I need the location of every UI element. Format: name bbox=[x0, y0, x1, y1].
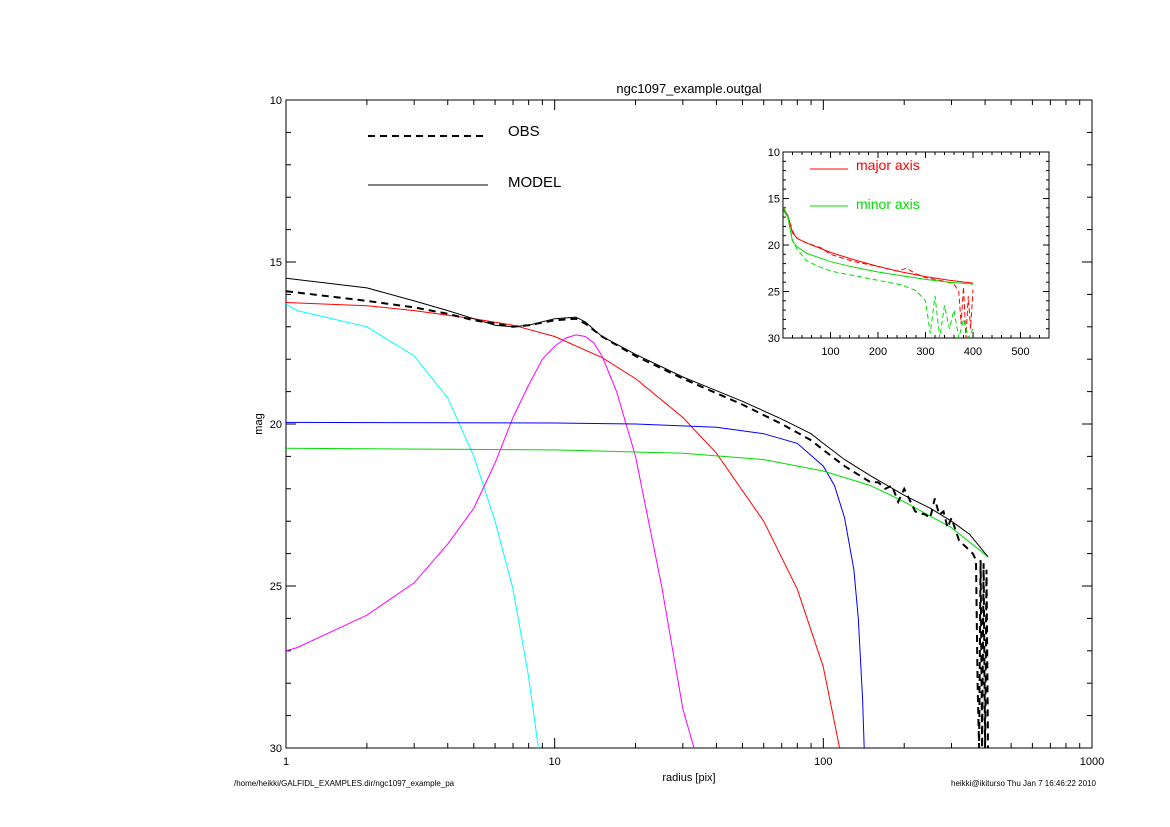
obs-series-line bbox=[286, 290, 989, 748]
inset-y-tick-label: 20 bbox=[768, 240, 780, 252]
inset-series-line-2 bbox=[783, 207, 974, 338]
inset-x-tick-label: 400 bbox=[964, 346, 982, 358]
x-tick-label: 100 bbox=[814, 756, 832, 768]
inset-y-tick-label: 25 bbox=[768, 287, 780, 299]
inset-y-tick-label: 10 bbox=[768, 147, 780, 159]
y-tick-label: 10 bbox=[270, 95, 282, 107]
footer-filepath: /home/heikki/GALFIDL_EXAMPLES.dir/ngc109… bbox=[234, 779, 455, 788]
y-axis-label: mag bbox=[253, 413, 265, 434]
inset-x-tick-label: 500 bbox=[1011, 346, 1029, 358]
inset-series-line-1 bbox=[783, 209, 974, 284]
y-tick-label: 20 bbox=[270, 419, 282, 431]
inset-plot-frame bbox=[782, 151, 1050, 339]
x-axis-label: radius [pix] bbox=[662, 772, 715, 784]
inset-legend-minor-label: minor axis bbox=[856, 196, 920, 212]
legend-obs-label: OBS bbox=[508, 123, 540, 140]
model-series-line bbox=[286, 277, 989, 558]
y-tick-label: 15 bbox=[270, 257, 282, 269]
x-tick-label: 1000 bbox=[1080, 756, 1104, 768]
inset-x-tick-label: 300 bbox=[916, 346, 934, 358]
inset-series-line-3 bbox=[783, 210, 974, 285]
inset-x-tick-label: 100 bbox=[821, 346, 839, 358]
component-2-series-line bbox=[286, 302, 841, 748]
component-5-series-line bbox=[286, 421, 865, 748]
inset-legend-major-label: major axis bbox=[856, 157, 920, 173]
component-4-series-line bbox=[286, 334, 695, 748]
footer-user-timestamp: heikki@ikiturso Thu Jan 7 16:46:22 2010 bbox=[951, 779, 1096, 788]
inset-x-tick-label: 200 bbox=[869, 346, 887, 358]
inset-y-tick-label: 15 bbox=[768, 194, 780, 206]
inset-y-tick-label: 30 bbox=[768, 333, 780, 345]
x-tick-label: 1 bbox=[283, 756, 289, 768]
component-6-series-line bbox=[286, 447, 989, 558]
y-tick-label: 30 bbox=[270, 743, 282, 755]
legend-model-label: MODEL bbox=[508, 174, 561, 191]
x-tick-label: 10 bbox=[549, 756, 561, 768]
component-3-series-line bbox=[286, 303, 539, 748]
chart-title: ngc1097_example.outgal bbox=[616, 81, 761, 96]
y-tick-label: 25 bbox=[270, 581, 282, 593]
